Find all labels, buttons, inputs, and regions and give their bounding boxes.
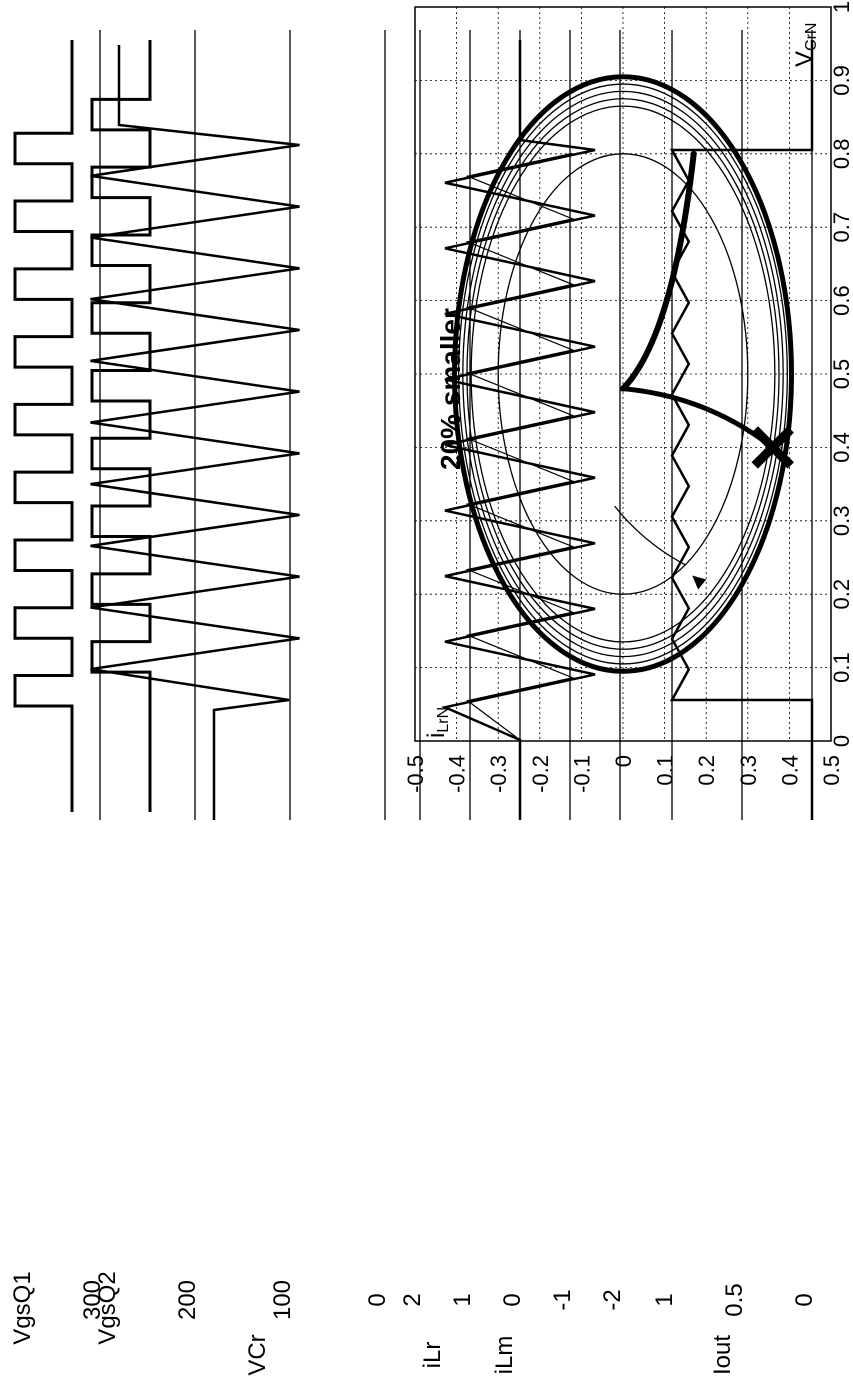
tick-label: 0 bbox=[499, 1293, 526, 1306]
orbit-trace bbox=[462, 90, 784, 658]
label-Iout: Iout bbox=[709, 1335, 736, 1375]
arrow-head bbox=[692, 575, 707, 590]
tick-label: 0 bbox=[791, 1293, 818, 1306]
tick-label: 1 bbox=[651, 1293, 678, 1306]
x-marker bbox=[751, 426, 794, 469]
x-tick-label: 0.8 bbox=[829, 139, 853, 170]
orbit-trace bbox=[497, 153, 749, 595]
tick-label: 1 bbox=[449, 1293, 476, 1306]
iout-trace bbox=[669, 40, 814, 820]
tick-label: 0.5 bbox=[721, 1283, 748, 1316]
y-axis-label: iLrN bbox=[423, 707, 452, 738]
x-tick-label: 0.3 bbox=[829, 506, 853, 537]
y-tick-label: 0 bbox=[611, 755, 636, 767]
transient-trace bbox=[620, 386, 776, 450]
x-axis-label: VCrN bbox=[791, 23, 820, 67]
x-tick-label: 0.9 bbox=[829, 65, 853, 96]
x-tick-label: 1 bbox=[829, 1, 853, 13]
x-tick-label: 0.4 bbox=[829, 432, 853, 463]
label-VCr: VCr bbox=[244, 1334, 271, 1375]
y-tick-label: 0.5 bbox=[819, 755, 844, 786]
annotation-arrow bbox=[614, 505, 686, 566]
y-tick-label: 0.4 bbox=[777, 755, 802, 786]
waveform-traces bbox=[13, 30, 814, 820]
y-tick-label: -0.3 bbox=[486, 755, 511, 793]
label-VgsQ2: VgsQ2 bbox=[94, 1271, 121, 1344]
tick-label: 2 bbox=[399, 1293, 426, 1306]
y-tick-label: -0.5 bbox=[403, 755, 428, 793]
tick-label: -1 bbox=[549, 1289, 576, 1310]
tick-label: 300 bbox=[79, 1280, 106, 1320]
y-tick-label: 0.2 bbox=[694, 755, 719, 786]
y-tick-label: 0.3 bbox=[736, 755, 761, 786]
tick-label: 200 bbox=[174, 1280, 201, 1320]
ilr-trace bbox=[440, 40, 596, 820]
transient-trace bbox=[620, 150, 697, 392]
orbit-trace bbox=[452, 74, 794, 674]
x-tick-label: 0.1 bbox=[829, 652, 853, 683]
y-tick-label: -0.2 bbox=[528, 755, 553, 793]
vcr-trace bbox=[90, 45, 300, 820]
y-tick-label: -0.4 bbox=[445, 755, 470, 793]
tick-label: 0 bbox=[364, 1293, 391, 1306]
ilm-trace bbox=[465, 152, 575, 741]
y-tick-label: 0.1 bbox=[653, 755, 678, 786]
tick-label: 100 bbox=[269, 1280, 296, 1320]
y-tick-label: -0.1 bbox=[569, 755, 594, 793]
x-tick-label: 0.7 bbox=[829, 212, 853, 243]
grid bbox=[415, 7, 831, 741]
orbit-trace bbox=[458, 83, 788, 665]
label-iLm: iLm bbox=[491, 1336, 518, 1375]
tick-label: -2 bbox=[599, 1289, 626, 1310]
tick-labels: 0 0.1 0.2 0.3 0.4 0.5 0.6 0.7 0.8 0.9 1 0.5 0.4 0.3 0.… bbox=[403, 1, 853, 793]
x-tick-label: 0.2 bbox=[829, 579, 853, 610]
label-VgsQ1: VgsQ1 bbox=[9, 1271, 36, 1344]
x-tick-label: 0 bbox=[829, 735, 853, 747]
gate-pulse-trace bbox=[13, 40, 74, 812]
label-iLr: iLr bbox=[419, 1342, 446, 1369]
x-tick-label: 0.5 bbox=[829, 359, 853, 390]
x-tick-label: 0.6 bbox=[829, 285, 853, 316]
phase-plane-chart: 0 0.1 0.2 0.3 0.4 0.5 0.6 0.7 0.8 0.9 1 0.5 0.4 0.3 0.… bbox=[403, 1, 853, 793]
gate-pulse-trace bbox=[90, 40, 152, 812]
